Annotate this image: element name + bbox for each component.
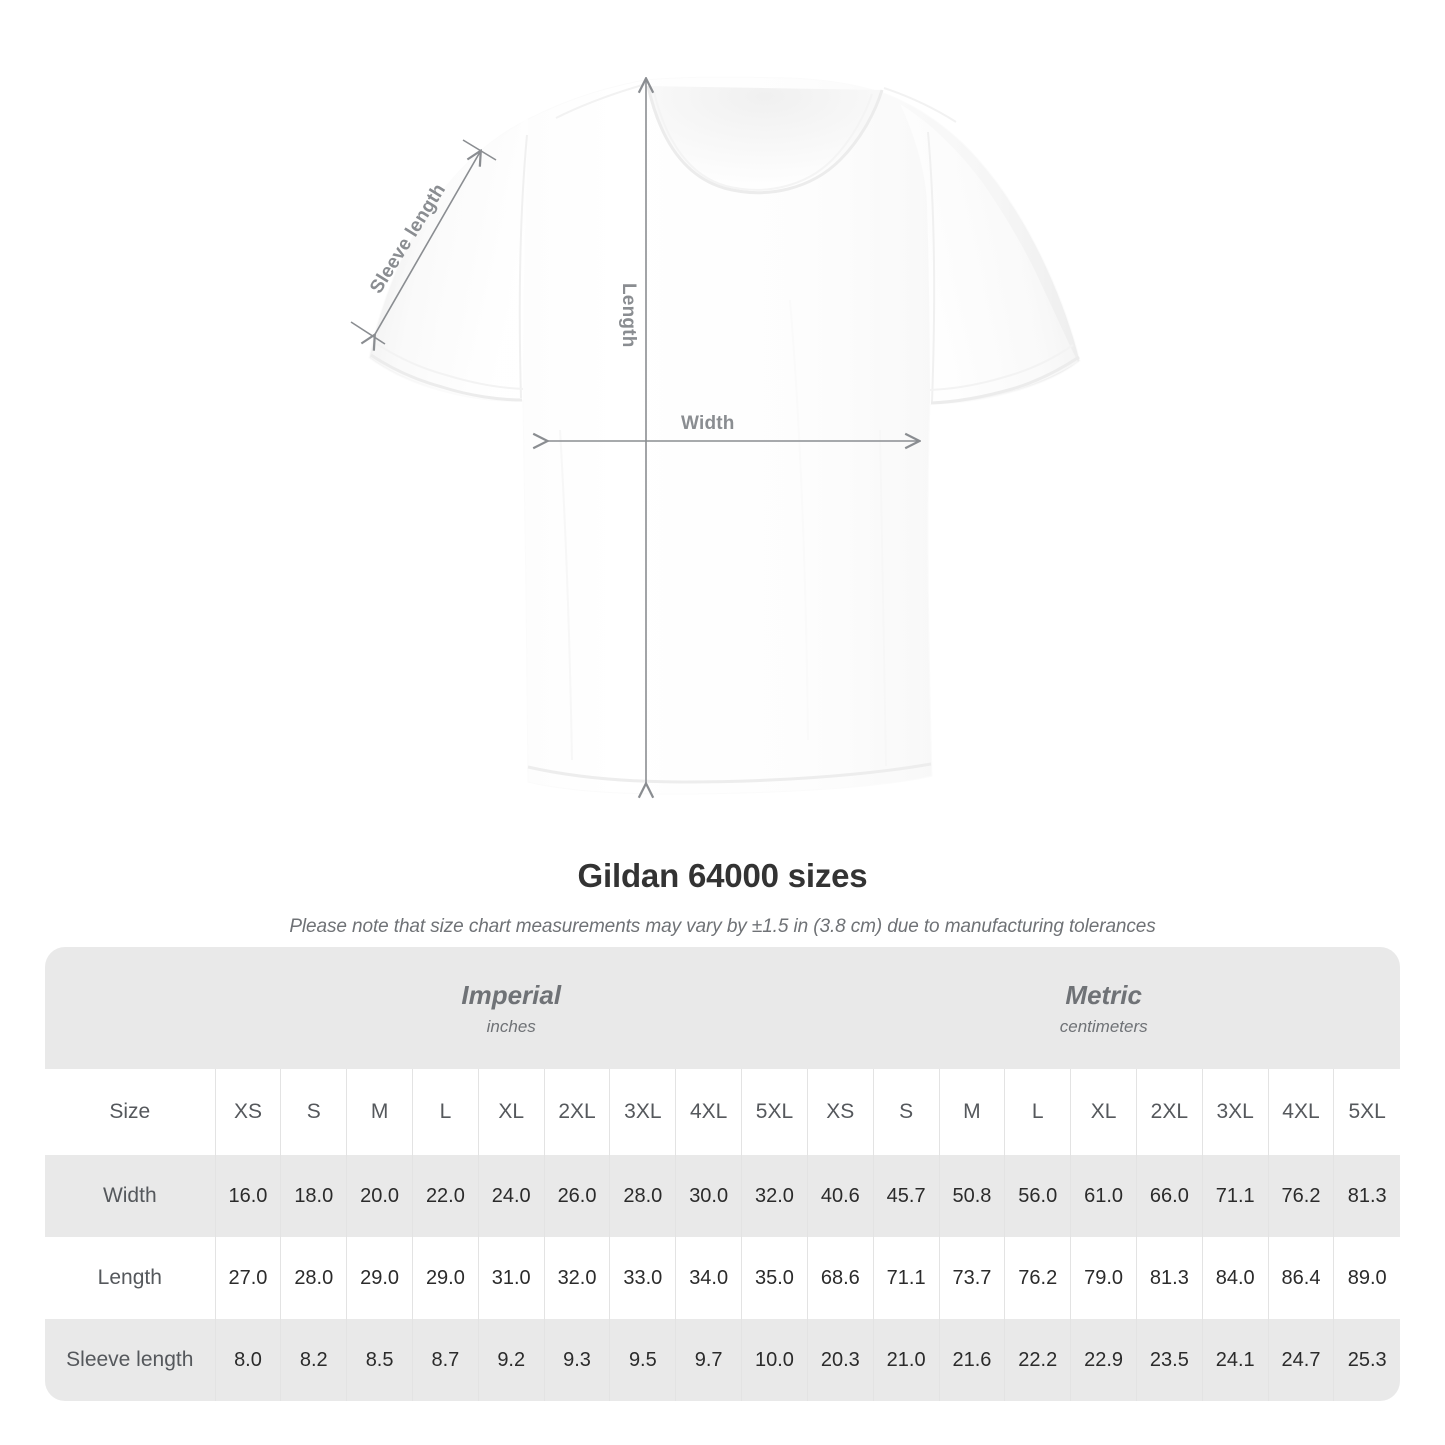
shirt-body-shape: [368, 76, 1081, 795]
cell-width: 22.0: [412, 1155, 479, 1237]
cell-width: 32.0: [741, 1155, 808, 1237]
cell-sleeve-length: 10.0: [741, 1319, 808, 1401]
size-header-cell: S: [872, 1069, 940, 1155]
size-header-label: Size: [45, 1069, 216, 1155]
cell-sleeve-length: 9.2: [477, 1319, 545, 1401]
cell-length: 68.6: [806, 1237, 874, 1319]
cell-sleeve-length: 9.5: [609, 1319, 676, 1401]
cell-width: 40.6: [806, 1155, 874, 1237]
size-header-cell: 3XL: [609, 1069, 676, 1155]
cell-width: 81.3: [1333, 1155, 1400, 1237]
size-header-row: Size XS S M L XL 2XL 3XL 4XL 5XL XS S M …: [45, 1069, 1400, 1155]
cell-length: 79.0: [1070, 1237, 1137, 1319]
size-header-cell: L: [1004, 1069, 1071, 1155]
cell-sleeve-length: 8.5: [346, 1319, 413, 1401]
row-label-width: Width: [45, 1155, 216, 1237]
cell-width: 30.0: [675, 1155, 742, 1237]
cell-width: 20.0: [346, 1155, 413, 1237]
cell-sleeve-length: 9.3: [543, 1319, 610, 1401]
table-row: Width 16.0 18.0 20.0 22.0 24.0 26.0 28.0…: [45, 1155, 1400, 1237]
row-label-sleeve-length: Sleeve length: [45, 1319, 216, 1401]
cell-length: 84.0: [1201, 1237, 1269, 1319]
size-header-cell: 4XL: [1267, 1069, 1334, 1155]
cell-sleeve-length: 24.7: [1267, 1319, 1334, 1401]
cell-width: 18.0: [280, 1155, 347, 1237]
cell-sleeve-length: 22.9: [1070, 1319, 1137, 1401]
cell-length: 35.0: [741, 1237, 808, 1319]
size-header-cell: XS: [806, 1069, 874, 1155]
tshirt-illustration: [350, 76, 1081, 840]
length-label: Length: [618, 283, 639, 348]
page-title: Gildan 64000 sizes: [577, 857, 868, 894]
size-header-cell: 4XL: [675, 1069, 742, 1155]
size-header-cell: 2XL: [1135, 1069, 1203, 1155]
unit-group-imperial: Imperial inches: [215, 947, 808, 1069]
cell-width: 24.0: [477, 1155, 545, 1237]
cell-sleeve-length: 23.5: [1135, 1319, 1203, 1401]
cell-length: 81.3: [1135, 1237, 1203, 1319]
cell-length: 71.1: [872, 1237, 940, 1319]
size-header-cell: S: [280, 1069, 347, 1155]
size-chart-table-wrapper: Imperial inches Metric centimeters Size …: [45, 947, 1400, 1401]
size-header-cell: XS: [214, 1069, 281, 1155]
size-chart-table: Imperial inches Metric centimeters Size …: [45, 947, 1400, 1401]
cell-sleeve-length: 24.1: [1201, 1319, 1269, 1401]
cell-width: 26.0: [543, 1155, 610, 1237]
size-header-cell: 5XL: [1333, 1069, 1400, 1155]
cell-width: 45.7: [872, 1155, 940, 1237]
width-label: Width: [681, 413, 735, 434]
size-header-cell: XL: [1070, 1069, 1137, 1155]
cell-length: 89.0: [1333, 1237, 1400, 1319]
title-block: Gildan 64000 sizes Please note that size…: [0, 840, 1445, 938]
cell-sleeve-length: 9.7: [675, 1319, 742, 1401]
size-header-cell: 2XL: [543, 1069, 610, 1155]
cell-sleeve-length: 21.6: [938, 1319, 1005, 1401]
size-header-cell: 5XL: [741, 1069, 808, 1155]
cell-length: 33.0: [609, 1237, 676, 1319]
cell-sleeve-length: 21.0: [872, 1319, 940, 1401]
cell-length: 76.2: [1004, 1237, 1071, 1319]
cell-width: 76.2: [1267, 1155, 1334, 1237]
cell-length: 27.0: [214, 1237, 281, 1319]
cell-sleeve-length: 20.3: [806, 1319, 874, 1401]
cell-width: 61.0: [1070, 1155, 1137, 1237]
cell-sleeve-length: 25.3: [1333, 1319, 1400, 1401]
table-row: Length 27.0 28.0 29.0 29.0 31.0 32.0 33.…: [45, 1237, 1400, 1319]
page-subtitle: Please note that size chart measurements…: [289, 916, 1156, 938]
sleeve-length-dimension: [350, 139, 497, 344]
cell-sleeve-length: 8.0: [214, 1319, 281, 1401]
cell-sleeve-length: 8.2: [280, 1319, 347, 1401]
table-row: Sleeve length 8.0 8.2 8.5 8.7 9.2 9.3 9.…: [45, 1319, 1400, 1401]
cell-length: 31.0: [477, 1237, 545, 1319]
tshirt-diagram: Sleeve length Length Width: [350, 76, 1081, 840]
unit-group-metric-sub: centimeters: [1059, 1017, 1148, 1037]
cell-length: 29.0: [346, 1237, 413, 1319]
size-header-cell: M: [938, 1069, 1005, 1155]
unit-group-metric-name: Metric: [1065, 979, 1142, 1010]
unit-group-imperial-name: Imperial: [461, 979, 562, 1010]
size-header-cell: L: [412, 1069, 479, 1155]
cell-length: 28.0: [280, 1237, 347, 1319]
cell-length: 32.0: [543, 1237, 610, 1319]
row-label-length: Length: [45, 1237, 216, 1319]
size-header-cell: XL: [477, 1069, 545, 1155]
cell-width: 50.8: [938, 1155, 1005, 1237]
cell-length: 86.4: [1267, 1237, 1334, 1319]
cell-width: 56.0: [1004, 1155, 1071, 1237]
cell-length: 29.0: [412, 1237, 479, 1319]
unit-band-row: Imperial inches Metric centimeters: [45, 947, 1400, 1069]
cell-length: 34.0: [675, 1237, 742, 1319]
cell-sleeve-length: 8.7: [412, 1319, 479, 1401]
unit-band-spacer: [45, 947, 216, 1069]
unit-group-imperial-sub: inches: [486, 1017, 536, 1037]
cell-width: 71.1: [1201, 1155, 1269, 1237]
cell-width: 66.0: [1135, 1155, 1203, 1237]
cell-width: 16.0: [214, 1155, 281, 1237]
size-header-cell: M: [346, 1069, 413, 1155]
cell-sleeve-length: 22.2: [1004, 1319, 1071, 1401]
cell-length: 73.7: [938, 1237, 1005, 1319]
cell-width: 28.0: [609, 1155, 676, 1237]
unit-group-metric: Metric centimeters: [807, 947, 1400, 1069]
size-header-cell: 3XL: [1201, 1069, 1269, 1155]
